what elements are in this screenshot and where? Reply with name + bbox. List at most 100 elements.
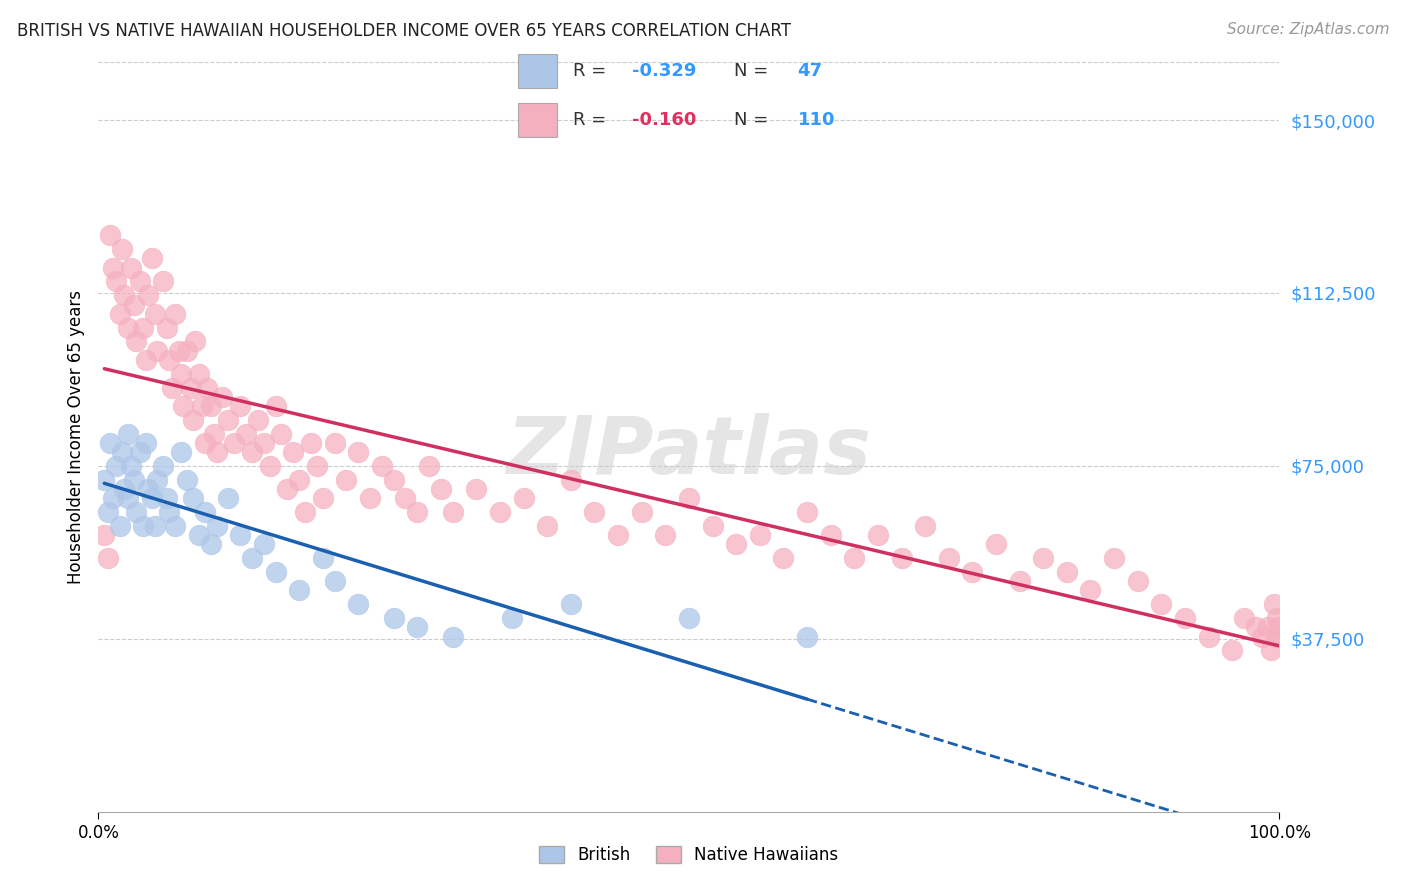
Point: [725, 537, 748, 551]
Point: [157, 505, 180, 519]
Point: [489, 505, 512, 519]
Point: [702, 519, 724, 533]
Point: [246, 413, 269, 427]
Point: [143, 307, 166, 321]
Point: [938, 551, 960, 566]
Point: [156, 491, 179, 505]
Point: [536, 519, 558, 533]
FancyBboxPatch shape: [517, 54, 557, 87]
Point: [229, 399, 252, 413]
Point: [122, 297, 145, 311]
Point: [501, 611, 523, 625]
Point: [441, 630, 464, 644]
Point: [1260, 643, 1282, 657]
Point: [117, 491, 139, 505]
Text: 47: 47: [797, 62, 823, 79]
Point: [323, 435, 346, 450]
Point: [181, 413, 204, 427]
Point: [962, 565, 984, 579]
Text: R =: R =: [574, 62, 612, 79]
Point: [172, 399, 194, 413]
Point: [560, 473, 582, 487]
Point: [678, 491, 700, 505]
Y-axis label: Householder Income Over 65 years: Householder Income Over 65 years: [66, 290, 84, 584]
Point: [205, 445, 228, 459]
Point: [1032, 551, 1054, 566]
Point: [240, 445, 263, 459]
Point: [136, 288, 159, 302]
Point: [152, 275, 174, 289]
Point: [101, 260, 124, 275]
Point: [170, 367, 193, 381]
Point: [132, 320, 155, 334]
Point: [253, 537, 276, 551]
Point: [146, 343, 169, 358]
Point: [200, 537, 222, 551]
Point: [170, 445, 193, 459]
Point: [844, 551, 866, 566]
Point: [105, 275, 128, 289]
Point: [607, 528, 630, 542]
Point: [122, 473, 145, 487]
Point: [406, 620, 429, 634]
Point: [512, 491, 534, 505]
Text: Source: ZipAtlas.com: Source: ZipAtlas.com: [1226, 22, 1389, 37]
Point: [299, 435, 322, 450]
Point: [121, 260, 143, 275]
Point: [143, 519, 166, 533]
Point: [97, 505, 120, 519]
Point: [180, 380, 202, 394]
Point: [678, 611, 700, 625]
Point: [117, 320, 139, 334]
Point: [305, 458, 328, 473]
Point: [224, 435, 246, 450]
Point: [288, 473, 311, 487]
Point: [630, 505, 652, 519]
Point: [1268, 630, 1291, 644]
Point: [1257, 620, 1279, 634]
Point: [111, 445, 134, 459]
Point: [312, 551, 335, 566]
Point: [1233, 611, 1256, 625]
Point: [108, 307, 131, 321]
Point: [748, 528, 770, 542]
Point: [1056, 565, 1078, 579]
Point: [108, 519, 131, 533]
Point: [181, 491, 204, 505]
Point: [796, 505, 818, 519]
Point: [128, 275, 150, 289]
Point: [191, 399, 214, 413]
Point: [583, 505, 606, 519]
Text: -0.329: -0.329: [633, 62, 696, 79]
Point: [1265, 611, 1288, 625]
Point: [335, 473, 357, 487]
Point: [202, 426, 225, 441]
Point: [441, 505, 464, 519]
Point: [394, 491, 416, 505]
Point: [984, 537, 1007, 551]
Point: [160, 380, 183, 394]
Point: [465, 482, 488, 496]
Point: [890, 551, 912, 566]
Point: [194, 505, 217, 519]
Point: [135, 435, 157, 450]
Point: [347, 445, 370, 459]
Text: R =: R =: [574, 111, 612, 129]
Point: [1150, 597, 1173, 611]
Point: [820, 528, 842, 542]
Point: [98, 228, 121, 243]
Text: 110: 110: [797, 111, 835, 129]
Point: [97, 551, 120, 566]
Point: [205, 519, 228, 533]
Point: [253, 435, 276, 450]
Point: [217, 491, 239, 505]
Point: [141, 491, 163, 505]
Point: [156, 320, 179, 334]
Point: [1008, 574, 1031, 589]
Point: [157, 352, 180, 367]
Point: [101, 491, 124, 505]
Point: [125, 505, 148, 519]
Point: [259, 458, 281, 473]
Point: [772, 551, 794, 566]
Point: [359, 491, 381, 505]
